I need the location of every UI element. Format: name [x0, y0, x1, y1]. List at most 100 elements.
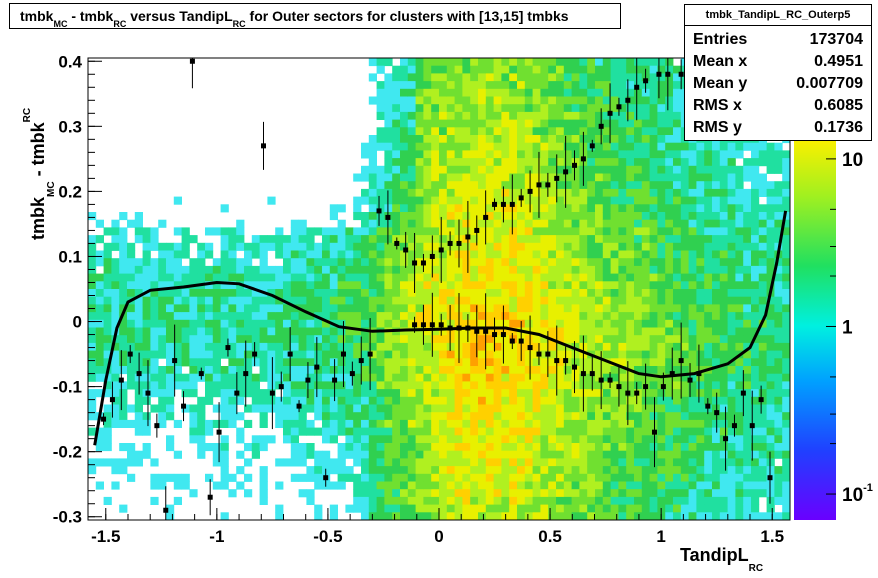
heatmap-cell [220, 396, 229, 405]
heatmap-cell [478, 273, 487, 282]
heatmap-cell [361, 443, 370, 452]
heatmap-cell [704, 427, 713, 436]
heatmap-cell [298, 235, 307, 244]
heatmap-cell [166, 258, 175, 267]
heatmap-cell [735, 466, 744, 475]
heatmap-cell [719, 212, 728, 221]
heatmap-cell [485, 335, 494, 344]
heatmap-cell [400, 258, 409, 267]
heatmap-cell [712, 242, 721, 251]
heatmap-cell [595, 227, 604, 236]
heatmap-cell [501, 119, 510, 128]
profile-point [376, 208, 382, 214]
heatmap-cell [688, 496, 697, 505]
heatmap-cell [517, 88, 526, 97]
heatmap-cell [376, 489, 385, 498]
heatmap-cell [579, 119, 588, 128]
heatmap-cell [197, 250, 206, 259]
heatmap-cell [587, 473, 596, 482]
heatmap-cell [680, 512, 689, 521]
heatmap-cell [353, 212, 362, 221]
heatmap-cell [337, 358, 346, 367]
heatmap-cell [563, 389, 572, 398]
heatmap-cell [548, 381, 557, 390]
heatmap-cell [665, 435, 674, 444]
heatmap-cell [368, 188, 377, 197]
heatmap-cell [368, 373, 377, 382]
heatmap-cell [446, 127, 455, 136]
heatmap-cell [267, 327, 276, 336]
heatmap-cell [665, 65, 674, 74]
heatmap-cell [579, 250, 588, 259]
heatmap-cell [353, 235, 362, 244]
heatmap-cell [509, 219, 518, 228]
heatmap-cell [766, 404, 775, 413]
heatmap-cell [400, 366, 409, 375]
heatmap-cell [595, 304, 604, 313]
heatmap-cell [439, 419, 448, 428]
heatmap-cell [431, 450, 440, 459]
heatmap-cell [290, 412, 299, 421]
heatmap-cell [462, 258, 471, 267]
heatmap-cell [400, 473, 409, 482]
heatmap-cell [727, 473, 736, 482]
heatmap-cell [657, 481, 666, 490]
heatmap-cell [368, 204, 377, 213]
heatmap-cell [501, 312, 510, 321]
heatmap-cell [634, 327, 643, 336]
heatmap-cell [478, 165, 487, 174]
heatmap-cell [407, 81, 416, 90]
heatmap-cell [361, 342, 370, 351]
heatmap-cell [587, 119, 596, 128]
heatmap-cell [610, 443, 619, 452]
heatmap-cell [103, 435, 112, 444]
heatmap-cell [657, 466, 666, 475]
heatmap-cell [212, 258, 221, 267]
heatmap-cell [712, 212, 721, 221]
heatmap-cell [524, 173, 533, 182]
heatmap-cell [462, 65, 471, 74]
heatmap-cell [673, 489, 682, 498]
heatmap-cell [431, 512, 440, 521]
heatmap-cell [259, 412, 268, 421]
heatmap-cell [758, 373, 767, 382]
heatmap-cell [88, 335, 97, 344]
heatmap-cell [673, 289, 682, 298]
heatmap-cell [782, 489, 791, 498]
heatmap-cell [423, 265, 432, 274]
heatmap-cell [493, 135, 502, 144]
heatmap-cell [368, 473, 377, 482]
heatmap-cell [166, 350, 175, 359]
heatmap-cell [743, 235, 752, 244]
heatmap-cell [618, 173, 627, 182]
heatmap-cell [220, 227, 229, 236]
heatmap-cell [766, 204, 775, 213]
heatmap-cell [228, 296, 237, 305]
heatmap-cell [758, 419, 767, 428]
heatmap-cell [376, 412, 385, 421]
heatmap-cell [774, 235, 783, 244]
heatmap-cell [212, 366, 221, 375]
heatmap-cell [735, 296, 744, 305]
profile-point [394, 240, 400, 246]
heatmap-cell [540, 427, 549, 436]
heatmap-cell [743, 443, 752, 452]
heatmap-cell [493, 512, 502, 521]
heatmap-cell [368, 181, 377, 190]
heatmap-cell [431, 335, 440, 344]
heatmap-cell [259, 473, 268, 482]
heatmap-cell [423, 104, 432, 113]
heatmap-cell [439, 227, 448, 236]
heatmap-cell [641, 427, 650, 436]
heatmap-cell [298, 219, 307, 228]
heatmap-cell [563, 142, 572, 151]
heatmap-cell [579, 273, 588, 282]
heatmap-cell [337, 296, 346, 305]
heatmap-cell [423, 142, 432, 151]
heatmap-cell [735, 443, 744, 452]
heatmap-cell [322, 227, 331, 236]
heatmap-cell [680, 265, 689, 274]
heatmap-cell [587, 65, 596, 74]
profile-point [607, 110, 613, 116]
heatmap-cell [587, 312, 596, 321]
